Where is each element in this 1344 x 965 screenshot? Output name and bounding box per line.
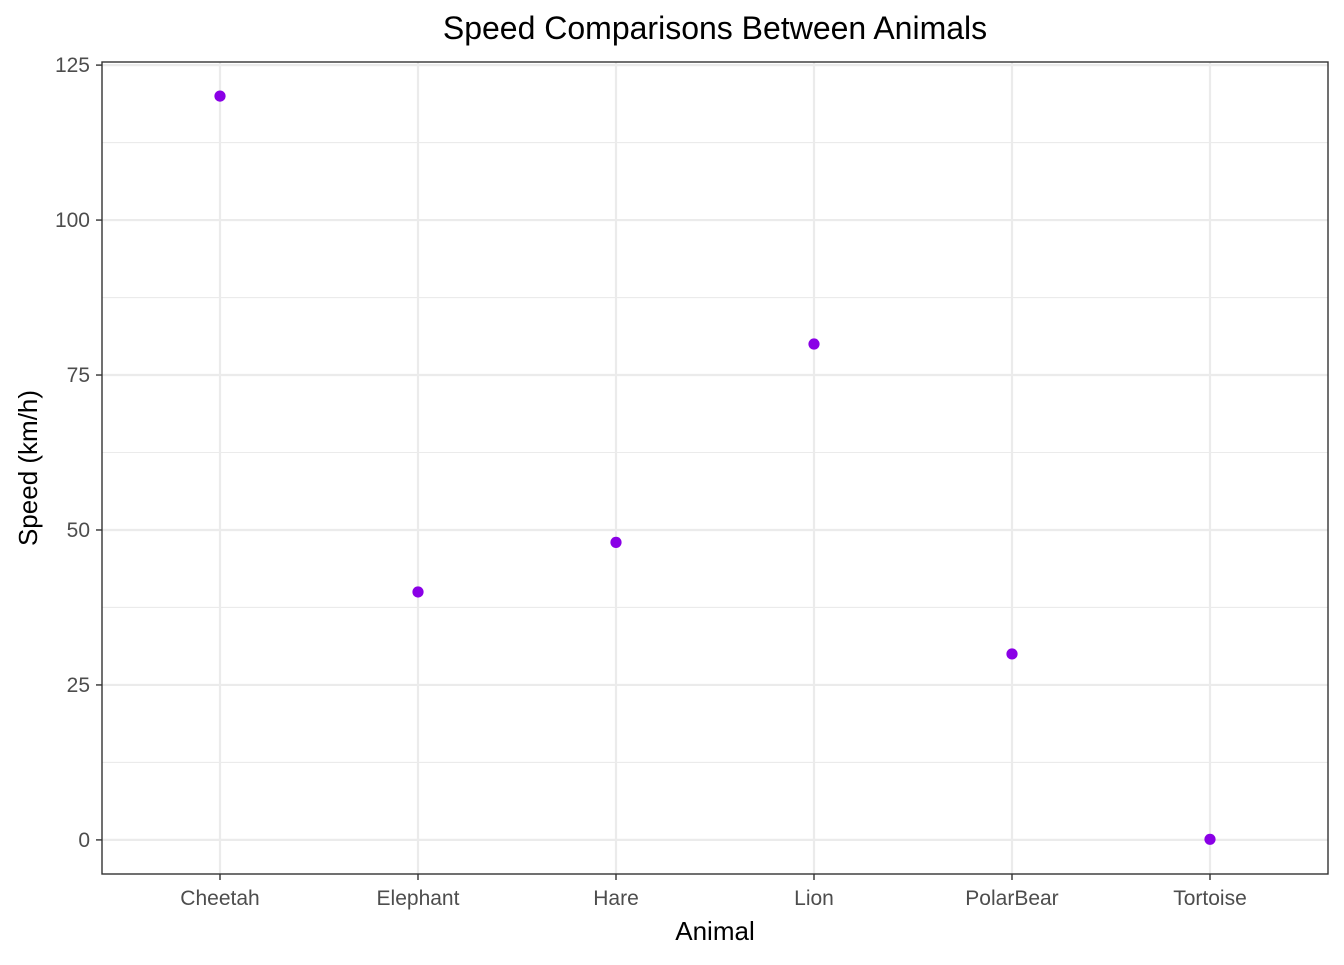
x-tick-label: Tortoise (1173, 887, 1247, 910)
y-tick-label: 75 (67, 364, 90, 387)
x-tick-label: Hare (593, 887, 639, 910)
grid-lines (102, 62, 1328, 874)
y-tick-label: 0 (78, 829, 90, 852)
data-point-tortoise (1204, 833, 1216, 845)
data-point-lion (808, 338, 820, 350)
x-axis-title: Animal (675, 916, 754, 946)
y-tick-label: 50 (67, 519, 90, 542)
chart-title: Speed Comparisons Between Animals (443, 10, 987, 46)
panel-border (101, 61, 1329, 875)
x-tick-label: Elephant (377, 887, 460, 910)
y-axis-title: Speed (km/h) (13, 390, 43, 546)
y-axis: 0 25 50 75 100 125 (55, 54, 102, 852)
x-axis: Cheetah Elephant Hare Lion PolarBear Tortoise (180, 874, 1247, 910)
data-point-cheetah (214, 90, 226, 102)
data-point-elephant (412, 586, 424, 598)
data-point-polarbear (1006, 648, 1018, 660)
x-tick-label: Lion (794, 887, 834, 910)
data-points (214, 90, 1216, 845)
data-point-hare (610, 536, 622, 548)
x-tick-label: PolarBear (965, 887, 1058, 910)
x-tick-label: Cheetah (180, 887, 259, 910)
y-tick-label: 25 (67, 674, 90, 697)
y-tick-label: 125 (55, 54, 90, 77)
y-tick-label: 100 (55, 209, 90, 232)
